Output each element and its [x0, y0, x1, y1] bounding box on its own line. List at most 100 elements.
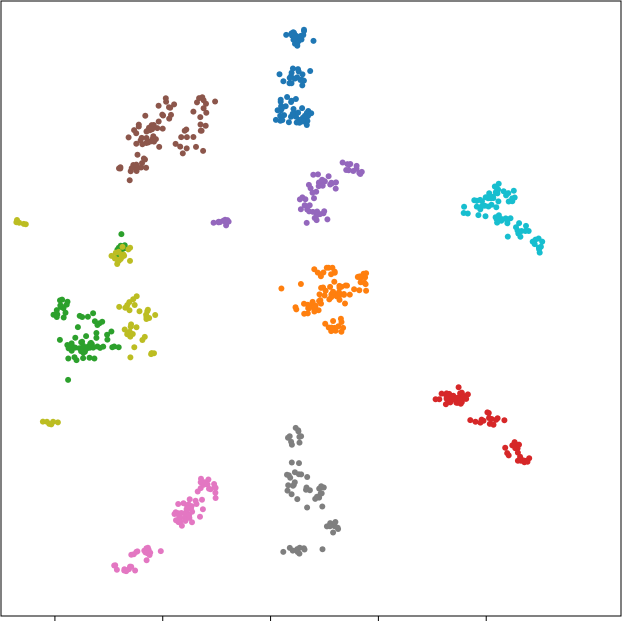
- data-point: [292, 304, 299, 311]
- data-point: [510, 187, 517, 194]
- data-point: [181, 127, 188, 134]
- data-point: [353, 162, 360, 169]
- data-point: [316, 291, 323, 298]
- data-point: [285, 119, 292, 126]
- data-point: [332, 185, 339, 192]
- data-point: [320, 484, 327, 491]
- data-point: [294, 549, 301, 556]
- data-point: [494, 415, 501, 422]
- data-point: [278, 285, 285, 292]
- series-8: [13, 217, 159, 428]
- data-point: [306, 487, 313, 494]
- data-point: [173, 517, 179, 524]
- data-point: [172, 140, 179, 147]
- data-point: [462, 395, 469, 402]
- data-point: [117, 164, 124, 171]
- series-3: [432, 384, 533, 466]
- data-point: [505, 190, 512, 197]
- data-point: [331, 278, 338, 285]
- x-axis-ticks: [54, 616, 487, 621]
- data-point: [301, 26, 307, 33]
- data-point: [142, 112, 149, 119]
- data-point: [536, 246, 543, 253]
- data-point: [108, 328, 115, 335]
- data-point: [477, 419, 484, 426]
- data-point: [523, 222, 529, 229]
- data-point: [65, 376, 72, 383]
- data-point: [477, 196, 484, 203]
- data-point: [306, 304, 313, 311]
- data-point: [186, 496, 193, 503]
- data-point: [288, 441, 295, 448]
- data-point: [301, 546, 308, 553]
- data-point: [318, 490, 325, 497]
- data-point: [130, 296, 137, 303]
- data-point: [222, 218, 229, 225]
- data-point: [215, 219, 222, 226]
- data-point: [336, 296, 343, 303]
- data-point: [114, 256, 121, 263]
- data-point: [63, 301, 70, 308]
- data-point: [516, 456, 523, 463]
- data-point: [157, 548, 164, 555]
- data-point: [339, 159, 346, 166]
- data-point: [149, 126, 156, 133]
- data-point: [20, 220, 27, 227]
- data-point: [60, 314, 67, 321]
- data-point: [284, 487, 291, 494]
- series-9: [460, 180, 546, 256]
- data-point: [115, 248, 122, 255]
- data-point: [345, 167, 352, 174]
- data-point: [156, 143, 163, 150]
- data-point: [297, 77, 304, 83]
- data-point: [179, 150, 186, 157]
- data-point: [335, 323, 342, 330]
- data-point: [83, 333, 90, 340]
- data-point: [192, 497, 199, 504]
- data-point: [303, 219, 310, 226]
- data-point: [486, 190, 493, 197]
- data-point: [327, 523, 333, 530]
- data-point: [294, 42, 301, 49]
- points-layer: [13, 26, 546, 575]
- data-point: [272, 116, 279, 123]
- data-point: [507, 215, 514, 222]
- data-point: [306, 202, 313, 209]
- data-point: [78, 348, 85, 355]
- data-point: [309, 189, 316, 196]
- data-point: [486, 415, 492, 421]
- data-point: [127, 354, 134, 361]
- data-point: [284, 471, 290, 478]
- data-point: [140, 155, 147, 162]
- data-point: [482, 213, 489, 220]
- data-point: [505, 452, 512, 459]
- data-point: [296, 439, 303, 446]
- data-point: [328, 324, 335, 331]
- data-point: [280, 548, 287, 555]
- data-point: [146, 315, 153, 321]
- data-point: [143, 164, 150, 171]
- data-point: [131, 344, 138, 351]
- data-point: [289, 547, 296, 554]
- data-point: [108, 252, 115, 259]
- data-point: [126, 307, 133, 314]
- data-point: [321, 208, 328, 215]
- data-point: [308, 110, 315, 117]
- data-point: [345, 161, 352, 168]
- data-point: [141, 333, 148, 340]
- data-point: [126, 177, 133, 184]
- data-point: [72, 334, 79, 341]
- data-point: [324, 216, 331, 223]
- data-point: [341, 291, 347, 298]
- data-point: [363, 287, 370, 294]
- data-point: [71, 354, 78, 361]
- data-point: [290, 106, 297, 112]
- data-point: [355, 273, 362, 280]
- data-point: [319, 503, 326, 510]
- data-point: [315, 171, 321, 178]
- data-point: [442, 401, 449, 408]
- data-point: [54, 419, 61, 426]
- data-point: [301, 310, 308, 317]
- data-point: [190, 134, 197, 140]
